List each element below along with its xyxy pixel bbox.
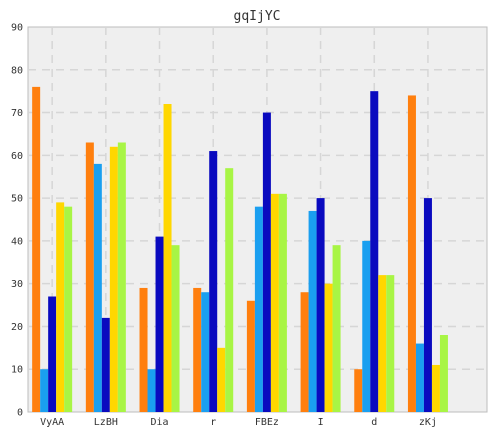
- y-tick-label: 30: [11, 279, 23, 290]
- y-tick-label: 50: [11, 194, 23, 205]
- bar: [40, 369, 49, 412]
- bar: [56, 202, 65, 412]
- y-tick-label: 10: [11, 365, 23, 376]
- y-tick-label: 60: [11, 151, 23, 162]
- bar: [225, 168, 234, 412]
- bar: [93, 163, 102, 412]
- bar: [209, 151, 218, 413]
- bar: [431, 364, 440, 412]
- bar: [324, 283, 333, 412]
- y-axis-ticks: 0 10 20 30 40 50 60 70 80 90: [11, 23, 23, 419]
- bar: [32, 86, 41, 412]
- bar: [155, 236, 164, 412]
- bar: [423, 198, 432, 412]
- x-tick-label: Dia: [150, 417, 168, 428]
- bar: [101, 317, 110, 412]
- x-tick-label: r: [210, 417, 216, 428]
- bar: [171, 245, 180, 412]
- bar: [415, 343, 424, 412]
- bar: [139, 287, 148, 412]
- y-tick-label: 40: [11, 236, 23, 247]
- bar: [163, 104, 172, 412]
- bar: [109, 146, 118, 412]
- bar: [354, 369, 363, 412]
- x-tick-label: VyAA: [40, 417, 64, 428]
- bar: [85, 142, 94, 412]
- bar: [300, 292, 309, 412]
- y-tick-label: 80: [11, 65, 23, 76]
- bar: [332, 245, 341, 412]
- x-tick-label: LzBH: [94, 417, 118, 428]
- bar: [316, 198, 325, 412]
- bar: [147, 369, 156, 412]
- bar: [246, 300, 255, 412]
- bar: [308, 210, 317, 412]
- bar: [48, 296, 57, 412]
- bar: [362, 240, 371, 412]
- bar: [254, 206, 263, 412]
- bar: [386, 275, 395, 412]
- bar: [217, 347, 226, 412]
- bar: [193, 287, 202, 412]
- bar: [278, 193, 287, 412]
- y-tick-label: 0: [17, 408, 23, 419]
- bar: [407, 95, 416, 412]
- bar: [370, 91, 379, 413]
- x-tick-label: d: [371, 417, 377, 428]
- bar: [439, 335, 448, 412]
- x-tick-label: FBEz: [255, 417, 279, 428]
- chart-title: gqIjYC: [234, 9, 281, 24]
- bar: [378, 275, 387, 412]
- bar: [270, 193, 279, 412]
- x-tick-label: zKj: [419, 417, 437, 428]
- bar: [262, 112, 271, 413]
- bars: [32, 86, 448, 413]
- bar: [64, 206, 73, 412]
- y-tick-label: 70: [11, 108, 23, 119]
- bar: [117, 142, 126, 412]
- x-tick-label: I: [318, 417, 324, 428]
- y-tick-label: 20: [11, 322, 23, 333]
- y-tick-label: 90: [11, 23, 23, 34]
- bar: [201, 292, 210, 412]
